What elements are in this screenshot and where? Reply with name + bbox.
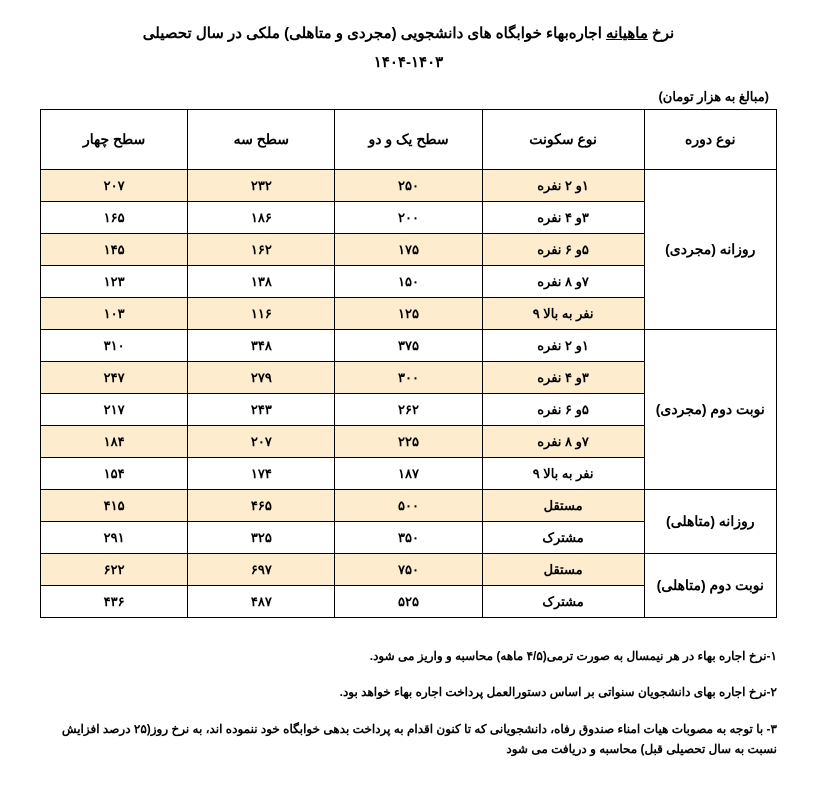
cell-l4: ۱۵۴ xyxy=(41,458,188,490)
cell-l4: ۳۱۰ xyxy=(41,330,188,362)
cell-l4: ۱۲۳ xyxy=(41,266,188,298)
title-post: اجاره‌بهاء خوابگاه های دانشجویی (مجردی و… xyxy=(143,25,606,42)
table-row: روزانه (مجردی)۱و ۲ نفره۲۵۰۲۳۲۲۰۷ xyxy=(41,170,777,202)
cell-l3: ۱۳۸ xyxy=(188,266,335,298)
cell-l4: ۲۴۷ xyxy=(41,362,188,394)
cell-l4: ۱۸۴ xyxy=(41,426,188,458)
cell-l3: ۲۷۹ xyxy=(188,362,335,394)
cell-l3: ۲۰۷ xyxy=(188,426,335,458)
title-underline: ماهیانه xyxy=(606,25,648,42)
cell-occ: مشترک xyxy=(482,522,644,554)
header-l12: سطح یک و دو xyxy=(335,110,482,170)
cell-l4: ۲۱۷ xyxy=(41,394,188,426)
header-l3: سطح سه xyxy=(188,110,335,170)
cell-l4: ۱۴۵ xyxy=(41,234,188,266)
cell-occ: نفر به بالا ۹ xyxy=(482,458,644,490)
cell-l3: ۱۶۲ xyxy=(188,234,335,266)
cell-l3: ۴۶۵ xyxy=(188,490,335,522)
cell-l4: ۴۳۶ xyxy=(41,586,188,618)
header-occ: نوع سکونت xyxy=(482,110,644,170)
cell-l3: ۱۱۶ xyxy=(188,298,335,330)
cell-l4: ۲۰۷ xyxy=(41,170,188,202)
cell-l12: ۷۵۰ xyxy=(335,554,482,586)
footnotes: ۱-نرخ اجاره بهاء در هر نیمسال به صورت تر… xyxy=(40,646,777,760)
group-cell: نوبت دوم (مجردی) xyxy=(644,330,776,490)
cell-occ: نفر به بالا ۹ xyxy=(482,298,644,330)
cell-l12: ۲۵۰ xyxy=(335,170,482,202)
cell-occ: ۵و ۶ نفره xyxy=(482,234,644,266)
table-row: روزانه (متاهلی)مستقل۵۰۰۴۶۵۴۱۵ xyxy=(41,490,777,522)
group-cell: نوبت دوم (متاهلی) xyxy=(644,554,776,618)
cell-l12: ۲۲۵ xyxy=(335,426,482,458)
table-header-row: نوع دوره نوع سکونت سطح یک و دو سطح سه سط… xyxy=(41,110,777,170)
cell-l12: ۲۶۲ xyxy=(335,394,482,426)
cell-l12: ۳۵۰ xyxy=(335,522,482,554)
cell-l3: ۱۷۴ xyxy=(188,458,335,490)
cell-l4: ۶۲۲ xyxy=(41,554,188,586)
cell-occ: ۳و ۴ نفره xyxy=(482,362,644,394)
cell-l3: ۳۲۵ xyxy=(188,522,335,554)
footnote: ۱-نرخ اجاره بهاء در هر نیمسال به صورت تر… xyxy=(40,646,777,666)
table-row: نوبت دوم (مجردی)۱و ۲ نفره۳۷۵۳۴۸۳۱۰ xyxy=(41,330,777,362)
cell-l4: ۱۰۳ xyxy=(41,298,188,330)
cell-l12: ۵۰۰ xyxy=(335,490,482,522)
cell-l12: ۳۰۰ xyxy=(335,362,482,394)
group-cell: روزانه (متاهلی) xyxy=(644,490,776,554)
cell-occ: ۱و ۲ نفره xyxy=(482,170,644,202)
title-pre: نرخ xyxy=(648,25,674,42)
cell-l12: ۱۲۵ xyxy=(335,298,482,330)
cell-occ: ۷و ۸ نفره xyxy=(482,266,644,298)
unit-label: (مبالغ به هزار تومان) xyxy=(40,89,777,105)
header-l4: سطح چهار xyxy=(41,110,188,170)
cell-l4: ۱۶۵ xyxy=(41,202,188,234)
cell-l4: ۲۹۱ xyxy=(41,522,188,554)
cell-l3: ۲۳۲ xyxy=(188,170,335,202)
cell-l12: ۱۵۰ xyxy=(335,266,482,298)
cell-l3: ۳۴۸ xyxy=(188,330,335,362)
cell-occ: مشترک xyxy=(482,586,644,618)
cell-l12: ۲۰۰ xyxy=(335,202,482,234)
footnote: ۲-نرخ اجاره بهای دانشجویان سنواتی بر اسا… xyxy=(40,682,777,702)
rates-table: نوع دوره نوع سکونت سطح یک و دو سطح سه سط… xyxy=(40,109,777,618)
footnote: ۳- با توجه به مصوبات هیات امناء صندوق رف… xyxy=(40,719,777,760)
cell-occ: ۷و ۸ نفره xyxy=(482,426,644,458)
cell-occ: ۱و ۲ نفره xyxy=(482,330,644,362)
cell-occ: مستقل xyxy=(482,554,644,586)
cell-l12: ۱۸۷ xyxy=(335,458,482,490)
cell-l4: ۴۱۵ xyxy=(41,490,188,522)
group-cell: روزانه (مجردی) xyxy=(644,170,776,330)
cell-l12: ۳۷۵ xyxy=(335,330,482,362)
header-type: نوع دوره xyxy=(644,110,776,170)
cell-l3: ۴۸۷ xyxy=(188,586,335,618)
cell-occ: ۵و ۶ نفره xyxy=(482,394,644,426)
title-year: ۱۴۰۴-۱۴۰۳ xyxy=(374,54,443,71)
cell-occ: ۳و ۴ نفره xyxy=(482,202,644,234)
cell-l12: ۵۲۵ xyxy=(335,586,482,618)
cell-l3: ۲۴۳ xyxy=(188,394,335,426)
table-row: نوبت دوم (متاهلی)مستقل۷۵۰۶۹۷۶۲۲ xyxy=(41,554,777,586)
cell-l3: ۶۹۷ xyxy=(188,554,335,586)
cell-occ: مستقل xyxy=(482,490,644,522)
page-title: نرخ ماهیانه اجاره‌بهاء خوابگاه های دانشج… xyxy=(40,20,777,77)
cell-l12: ۱۷۵ xyxy=(335,234,482,266)
cell-l3: ۱۸۶ xyxy=(188,202,335,234)
